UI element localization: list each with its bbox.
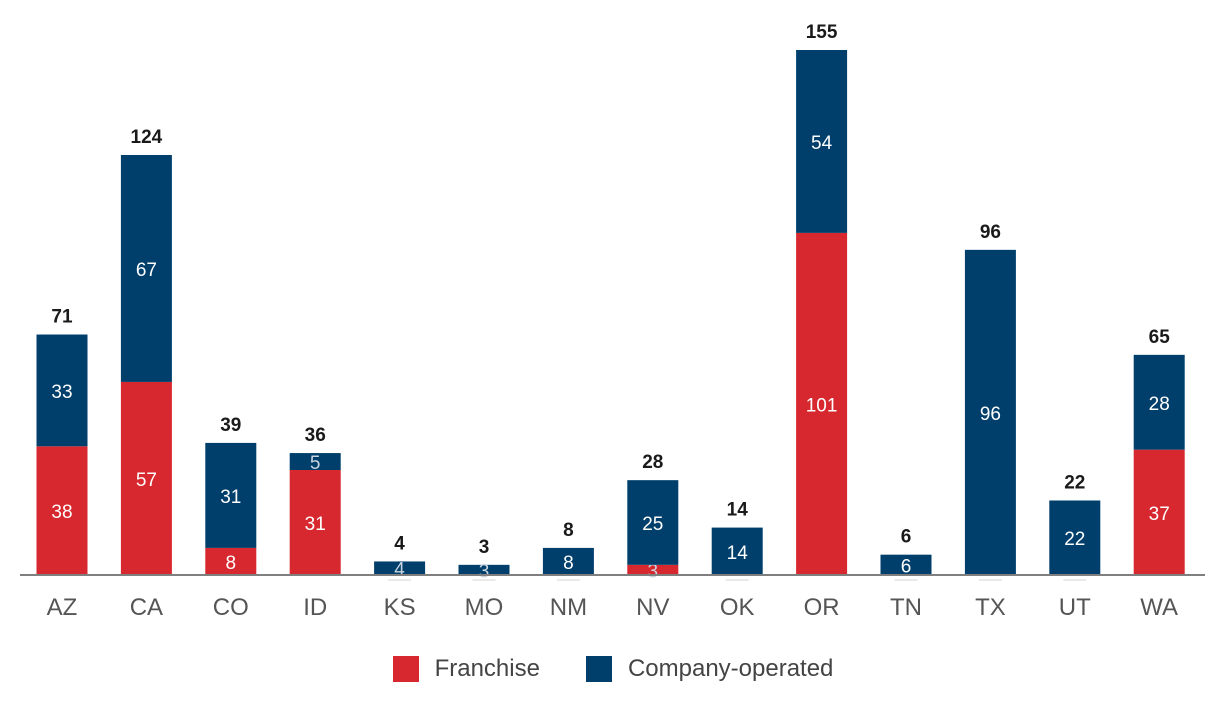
value-label-company-operated-nm: 8 [563,553,574,574]
bar-company-operated-nv [627,480,679,565]
value-label-company-operated-ut: 22 [1064,529,1085,550]
bar-company-operated-ca [120,155,172,382]
value-label-franchise-az: 38 [51,502,72,523]
x-tick-label-nv: NV [636,594,669,621]
total-label-mo: 3 [479,537,490,558]
value-label-company-operated-tx: 96 [980,404,1001,425]
total-label-ks: 4 [394,533,405,554]
x-tick-label-or: OR [804,594,840,621]
legend-swatch-company-operated [585,656,612,682]
bar-company-operated-or [796,50,848,233]
legend: Franchise Company-operated [0,655,1226,683]
bar-company-operated-ut [1049,500,1101,575]
bar-company-operated-tx [964,249,1016,575]
total-label-tx: 96 [980,222,1001,243]
x-tick-label-id: ID [303,594,327,621]
value-label-company-operated-ks: 4 [394,560,405,581]
bar-franchise-or [796,232,848,575]
bar-company-operated-tn [880,554,932,575]
value-label-company-operated-ca: 67 [136,260,157,281]
value-label-franchise-id: 31 [305,514,326,535]
legend-item-company-operated: Company-operated [585,655,834,683]
x-tick-label-ca: CA [130,594,163,621]
value-label-franchise-co: 8 [226,553,237,574]
bar-company-operated-nm [542,547,594,575]
bar-franchise-wa [1133,449,1185,575]
value-label-company-operated-nv: 25 [642,514,663,535]
total-label-nv: 28 [642,452,663,473]
legend-swatch-franchise [392,656,419,682]
legend-label-company-operated: Company-operated [627,655,834,682]
total-label-az: 71 [51,307,73,328]
bar-company-operated-co [205,442,257,548]
bar-franchise-ca [120,381,172,575]
bar-company-operated-id [289,453,341,470]
total-label-id: 36 [305,425,326,446]
total-label-tn: 6 [901,527,912,548]
x-tick-label-wa: WA [1140,594,1178,621]
bar-company-operated-ks [374,561,426,575]
value-label-company-operated-wa: 28 [1149,394,1170,415]
total-label-ut: 22 [1064,472,1085,493]
value-label-franchise-or: 101 [806,395,838,416]
value-label-franchise-wa: 37 [1149,504,1170,525]
value-label-company-operated-co: 31 [220,487,241,508]
x-tick-label-ut: UT [1059,594,1091,621]
bar-company-operated-ok [711,527,763,575]
bar-franchise-co [205,547,257,575]
bar-franchise-az [36,446,88,575]
x-tick-label-tx: TX [975,594,1006,621]
bar-company-operated-az [36,334,88,447]
bar-franchise-id [289,470,341,575]
total-label-ca: 124 [131,127,163,148]
x-tick-label-az: AZ [47,594,78,621]
total-label-co: 39 [220,415,241,436]
value-label-company-operated-or: 54 [811,133,833,154]
bar-company-operated-mo [458,564,510,575]
value-label-company-operated-mo: 3 [479,561,490,582]
total-label-wa: 65 [1149,327,1171,348]
x-tick-label-mo: MO [465,594,504,621]
value-label-franchise-nv: 3 [648,561,659,582]
bar-franchise-nv [627,564,679,575]
legend-item-franchise: Franchise [392,655,540,683]
value-label-franchise-ca: 57 [136,470,157,491]
total-label-ok: 14 [727,500,749,521]
total-label-nm: 8 [563,520,574,541]
value-label-company-operated-ok: 14 [727,543,749,564]
x-tick-label-ks: KS [384,594,416,621]
value-label-company-operated-az: 33 [51,382,72,403]
total-label-or: 155 [806,22,838,43]
x-tick-label-tn: TN [890,594,922,621]
value-label-company-operated-id: 5 [310,453,321,474]
stacked-bar-chart: 383371AZ5767124CA83139CO31536ID44KS33MO8… [20,22,1205,621]
legend-label-franchise: Franchise [434,655,540,682]
x-tick-label-co: CO [213,594,249,621]
x-tick-label-nm: NM [550,594,587,621]
x-tick-label-ok: OK [720,594,755,621]
value-label-company-operated-tn: 6 [901,556,912,577]
bar-company-operated-wa [1133,354,1185,450]
